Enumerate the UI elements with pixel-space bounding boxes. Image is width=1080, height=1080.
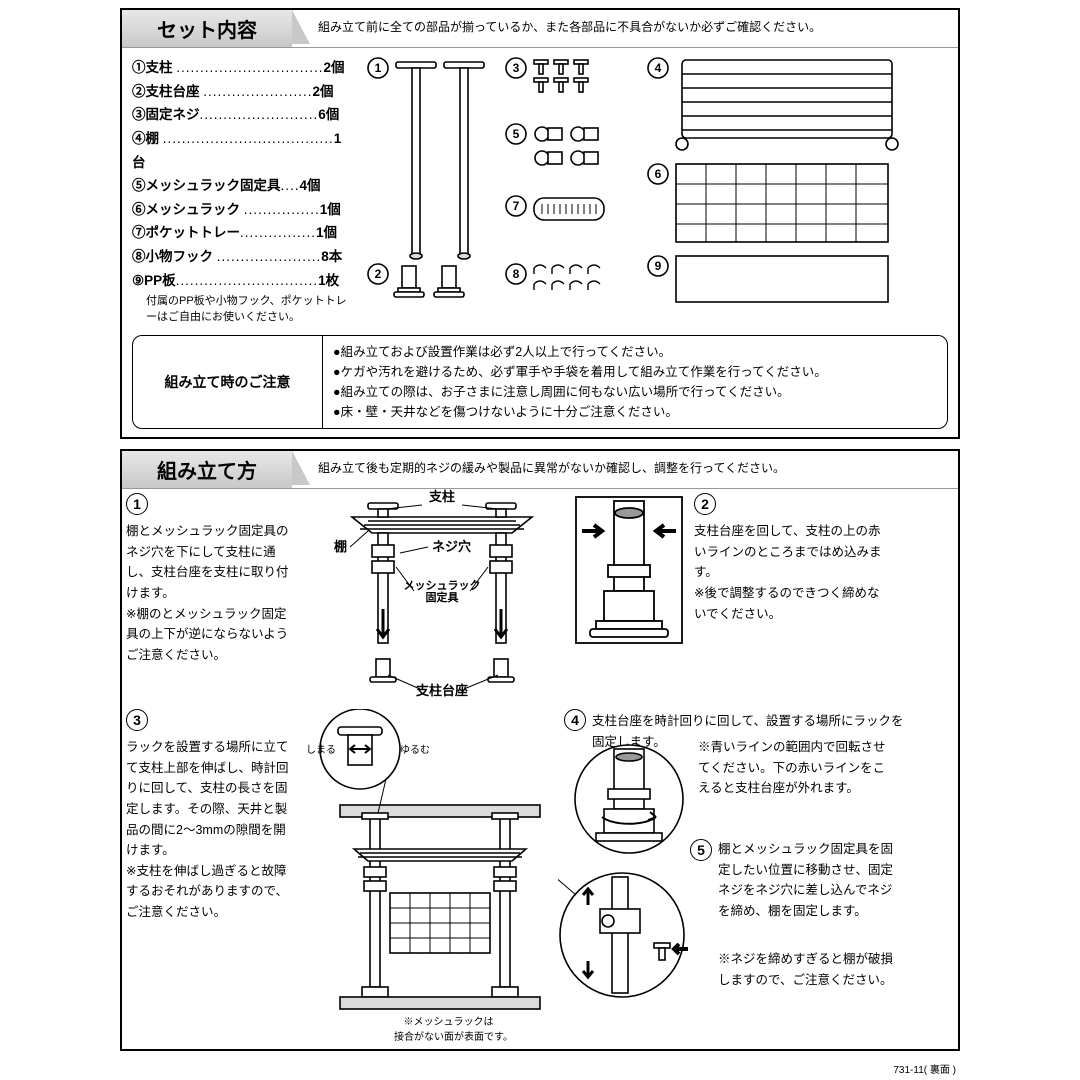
svg-text:1: 1 <box>375 61 382 75</box>
lbl-nejiana: ネジ穴 <box>432 539 471 554</box>
step2: 2 <box>694 493 716 515</box>
step3-num-icon: 3 <box>126 709 148 731</box>
step5-illustration <box>558 865 698 1035</box>
parts-footnote: 付属のPP板や小物フック、ポケットトレーはご自由にお使いください。 <box>132 294 352 325</box>
step5: 5 <box>690 839 712 861</box>
svg-text:固定具: 固定具 <box>426 590 459 604</box>
section2-title: 組み立て方 <box>122 451 292 488</box>
caution-item: 組み立ての際は、お子さまに注意し周囲に何もない広い場所で行ってください。 <box>333 382 937 402</box>
lbl-yurumu: ゆるむ <box>400 744 430 756</box>
svg-text:メッシュラック: メッシュラック <box>404 579 481 592</box>
step2-num-icon: 2 <box>694 493 716 515</box>
step3: 3 <box>126 709 148 731</box>
part-row: ①支柱 ...............................2個 <box>132 56 352 80</box>
caution-box: 組み立て時のご注意 組み立ておよび設置作業は必ず2人以上で行ってください。 ケガ… <box>132 335 948 429</box>
step5-num-icon: 5 <box>690 839 712 861</box>
caution-list: 組み立ておよび設置作業は必ず2人以上で行ってください。 ケガや汚れを避けるため、… <box>323 336 947 428</box>
svg-text:3: 3 <box>513 61 520 75</box>
step2-illustration <box>574 495 684 645</box>
step1-text: 棚とメッシュラック固定具のネジ穴を下にして支柱に通し、支柱台座を支柱に取り付けま… <box>126 521 296 665</box>
lbl-shichu: 支柱 <box>428 489 455 504</box>
header-row: セット内容 組み立て前に全ての部品が揃っているか、また各部品に不具合がないか必ず… <box>122 10 958 48</box>
parts-svg: 1 2 3 <box>366 56 926 318</box>
assembly-body: 1 棚とメッシュラック固定具のネジ穴を下にして支柱に通し、支柱台座を支柱に取り付… <box>122 489 958 1049</box>
step5-text-a: 棚とメッシュラック固定具を固定したい位置に移動させ、固定ネジをネジ穴に差し込んで… <box>718 839 898 922</box>
lbl-shimaru: しまる <box>306 744 336 756</box>
step1: 1 <box>126 493 148 515</box>
section1-title: セット内容 <box>122 10 292 47</box>
svg-text:4: 4 <box>655 61 662 75</box>
step4-illustration <box>574 739 684 859</box>
svg-text:6: 6 <box>655 167 662 181</box>
svg-text:8: 8 <box>513 267 520 281</box>
section-set-contents: セット内容 組み立て前に全ての部品が揃っているか、また各部品に不具合がないか必ず… <box>120 8 960 439</box>
step3-text: ラックを設置する場所に立てて支柱上部を伸ばし、時計回りに回して、支柱の長さを固定… <box>126 737 296 923</box>
lbl-daiza: 支柱台座 <box>415 683 468 698</box>
step2-text: 支柱台座を回して、支柱の上の赤いラインのところまではめ込みます。 ※後で調整する… <box>694 521 884 624</box>
caution-item: 組み立ておよび設置作業は必ず2人以上で行ってください。 <box>333 342 937 362</box>
svg-text:9: 9 <box>655 259 662 273</box>
section-assembly: 組み立て方 組み立て後も定期的ネジの緩みや製品に異常がないか確認し、調整を行って… <box>120 449 960 1051</box>
svg-text:2: 2 <box>375 267 382 281</box>
parts-diagram: 1 2 3 <box>366 56 948 325</box>
step1-illustration: 支柱 棚 ネジ穴 メッシュラック 固定具 支柱台座 <box>312 489 572 709</box>
step5-text-b: ※ネジを締めすぎると棚が破損しますので、ご注意ください。 <box>718 949 898 990</box>
caution-item: 床・壁・天井などを傷つけないように十分ご注意ください。 <box>333 402 937 422</box>
page-footer: 731-11( 裏面 ) <box>120 1061 960 1076</box>
section1-note: 組み立て前に全ての部品が揃っているか、また各部品に不具合がないか必ずご確認くださ… <box>292 10 958 47</box>
parts-list: ①支柱 ...............................2個 ②支… <box>132 56 352 325</box>
svg-text:5: 5 <box>513 127 520 141</box>
step4-text-b: ※青いラインの範囲内で回転させてください。下の赤いラインをこえると支柱台座が外れ… <box>698 737 888 799</box>
section2-note: 組み立て後も定期的ネジの緩みや製品に異常がないか確認し、調整を行ってください。 <box>292 451 958 488</box>
caution-item: ケガや汚れを避けるため、必ず軍手や手袋を着用して組み立て作業を行ってください。 <box>333 362 937 382</box>
step3-illustration: しまる ゆるむ <box>300 709 560 1029</box>
contents-body: ①支柱 ...............................2個 ②支… <box>122 48 958 331</box>
mesh-note: ※メッシュラックは 接合がない面が表面です。 <box>384 1013 513 1043</box>
caution-title: 組み立て時のご注意 <box>133 336 323 428</box>
lbl-tana: 棚 <box>334 539 347 554</box>
step1-num-icon: 1 <box>126 493 148 515</box>
svg-text:7: 7 <box>513 199 520 213</box>
